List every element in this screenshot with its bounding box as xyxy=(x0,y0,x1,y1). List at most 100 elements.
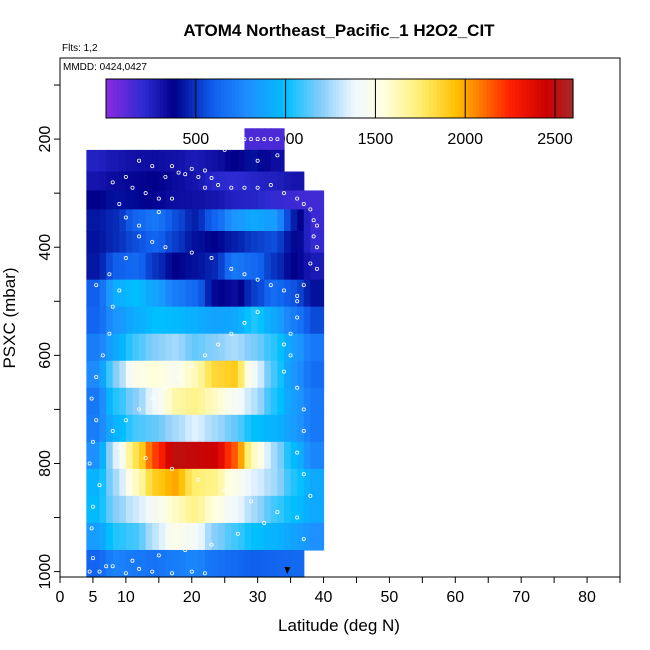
sample-point xyxy=(87,461,92,466)
heatmap-cell xyxy=(277,252,285,281)
heatmap-cell xyxy=(185,522,193,551)
heatmap-cell xyxy=(277,306,285,335)
heatmap-cell xyxy=(224,279,232,308)
heatmap-cell xyxy=(165,360,173,389)
sample-point xyxy=(163,385,168,390)
colorbar-strip xyxy=(353,79,359,118)
colorbar-strip xyxy=(238,79,244,118)
heatmap-cell xyxy=(218,149,226,173)
y-axis: 200 400 600 800 1000 xyxy=(37,84,60,589)
heatmap-cell xyxy=(303,190,311,210)
colorbar-strip xyxy=(411,79,416,118)
heatmap-cell xyxy=(251,306,259,335)
colorbar-strip xyxy=(436,79,441,118)
sample-point xyxy=(107,272,112,277)
heatmap-cell xyxy=(316,360,325,389)
heatmap-cell xyxy=(191,387,199,416)
heatmap-cell xyxy=(185,231,193,254)
heatmap-cell xyxy=(185,171,193,192)
heatmap-cell xyxy=(145,209,153,232)
heatmap-cell xyxy=(112,414,120,443)
sample-point xyxy=(189,364,194,369)
sample-point xyxy=(130,558,135,563)
colorbar-strip xyxy=(407,79,412,118)
heatmap-cell xyxy=(277,522,285,551)
colorbar-strip xyxy=(285,79,290,118)
heatmap-cell xyxy=(158,522,167,551)
sample-point xyxy=(117,201,122,206)
heatmap-cell xyxy=(297,306,305,335)
colorbar-strip xyxy=(371,79,377,118)
heatmap-cell xyxy=(270,333,279,362)
heatmap-cell xyxy=(231,387,239,416)
heatmap-cell xyxy=(106,231,114,254)
heatmap-cell xyxy=(92,279,101,308)
heatmap-cell xyxy=(264,414,272,443)
colorbar-strip xyxy=(508,79,513,118)
heatmap-cell xyxy=(132,231,140,254)
heatmap-cell xyxy=(237,441,246,470)
heatmap-cell xyxy=(297,522,305,551)
sample-point xyxy=(262,137,267,142)
sample-point xyxy=(137,234,142,239)
heatmap-cell xyxy=(264,149,272,173)
heatmap-cell xyxy=(204,360,213,389)
heatmap-cell xyxy=(251,190,259,210)
heatmap-cell xyxy=(99,279,107,308)
sample-point xyxy=(255,277,260,282)
heatmap-cell xyxy=(310,414,318,443)
heatmap-cell xyxy=(165,149,173,173)
heatmap-cell xyxy=(198,414,206,443)
heatmap-cell xyxy=(92,333,101,362)
colorbar-strip xyxy=(332,79,337,118)
heatmap-cell xyxy=(204,209,213,232)
x-tick-label: 20 xyxy=(183,589,201,606)
heatmap-cell xyxy=(218,522,226,551)
heatmap-cell xyxy=(290,549,298,578)
heatmap-cell xyxy=(178,306,186,335)
heatmap-cell xyxy=(257,549,265,578)
heatmap-cell xyxy=(204,549,213,578)
heatmap-cell xyxy=(316,231,325,254)
heatmap-cell xyxy=(119,549,127,578)
heatmap-cell xyxy=(303,231,311,254)
colorbar-strip xyxy=(113,79,118,118)
heatmap-cell xyxy=(237,495,246,524)
heatmap-cell xyxy=(125,209,134,232)
y-axis-label: PSXC (mbar) xyxy=(0,267,19,368)
heatmap-cell xyxy=(297,171,305,192)
colorbar-strip xyxy=(483,79,488,118)
heatmap-cell xyxy=(237,414,246,443)
heatmap-cell xyxy=(244,190,252,210)
colorbar-tick-label: 500 xyxy=(182,131,209,148)
colorbar-strip xyxy=(317,79,323,118)
heatmap-cell xyxy=(211,306,219,335)
heatmap-cell xyxy=(139,414,147,443)
heatmap-cell xyxy=(310,306,318,335)
heatmap-cell xyxy=(165,231,173,254)
sample-point xyxy=(163,174,168,179)
heatmap-cell xyxy=(165,306,173,335)
heatmap-cell xyxy=(264,252,272,281)
heatmap-cell xyxy=(99,549,107,578)
sample-point xyxy=(281,369,286,374)
heatmap-cell xyxy=(290,360,298,389)
heatmap-cell xyxy=(231,549,239,578)
sample-point xyxy=(130,185,135,190)
sample-point xyxy=(176,374,181,379)
sample-point xyxy=(169,571,174,576)
sample-points xyxy=(87,137,319,576)
heatmap-cell xyxy=(224,252,232,281)
heatmap-cell xyxy=(270,128,279,151)
colorbar-strip xyxy=(321,79,326,118)
heatmap-cell xyxy=(310,231,318,254)
heatmap-cell xyxy=(99,231,107,254)
heatmap-cell xyxy=(231,522,239,551)
heatmap-cell xyxy=(112,306,120,335)
heatmap-cell xyxy=(310,360,318,389)
heatmap-cell xyxy=(119,171,127,192)
heatmap-cell xyxy=(257,149,265,173)
sample-point xyxy=(90,556,95,561)
sample-point xyxy=(123,174,128,179)
heatmap-cell xyxy=(172,171,180,192)
